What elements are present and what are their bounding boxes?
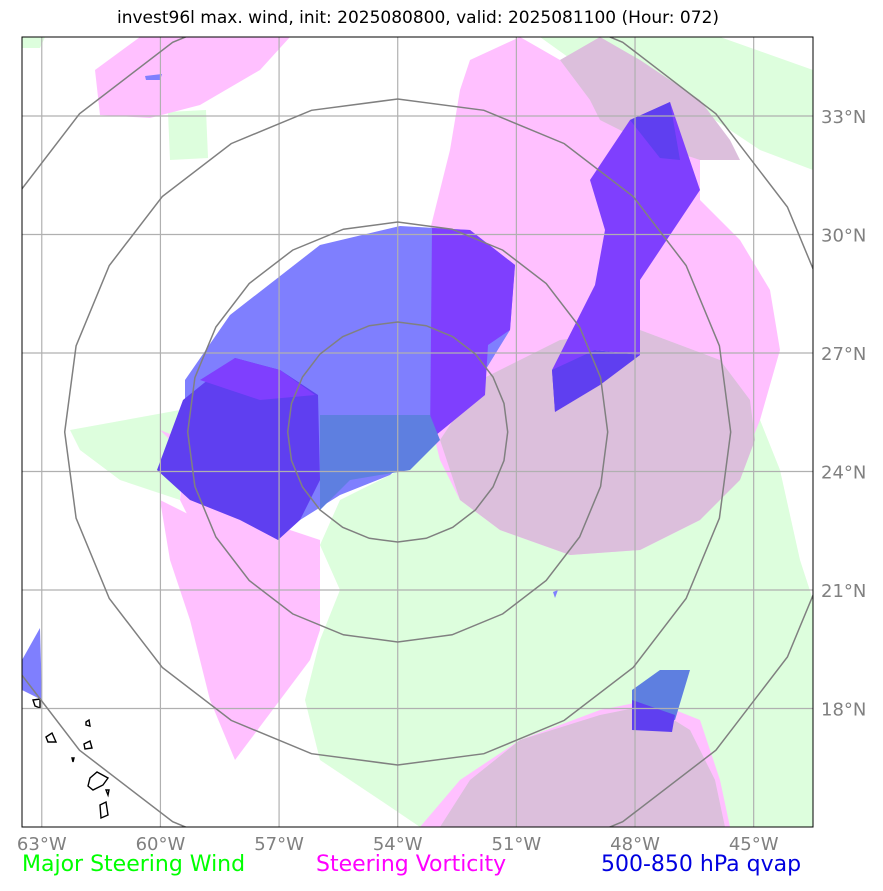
longitude-tick-label: 57°W — [254, 834, 304, 855]
range-ring — [286, 321, 509, 543]
map-frame — [21, 36, 814, 828]
longitude-tick-label: 63°W — [17, 834, 67, 855]
longitude-tick-labels: 63°W 60°W 57°W 54°W 51°W 48°W 45°W — [17, 834, 779, 855]
longitude-tick-label: 45°W — [729, 834, 779, 855]
map-layers — [22, 37, 813, 827]
longitude-tick-label: 51°W — [492, 834, 542, 855]
gridlines — [22, 37, 813, 827]
latitude-tick-label: 18°N — [821, 700, 866, 721]
latitude-tick-label: 21°N — [821, 581, 866, 602]
range-rings — [22, 37, 813, 827]
longitude-tick-label: 54°W — [373, 834, 423, 855]
latitude-tick-label: 30°N — [821, 226, 866, 247]
longitude-tick-label: 48°W — [610, 834, 660, 855]
latitude-tick-label: 27°N — [821, 344, 866, 365]
legend-steering-wind: Major Steering Wind — [22, 852, 246, 877]
range-ring — [186, 221, 609, 643]
latitude-tick-label: 24°N — [821, 463, 866, 484]
latitude-tick-labels: 33°N 30°N 27°N 24°N 21°N 18°N — [821, 107, 866, 721]
legend-qvap: 500-850 hPa qvap — [601, 852, 802, 877]
map-title: invest96l max. wind, init: 2025080800, v… — [116, 8, 720, 28]
range-ring — [63, 98, 732, 766]
longitude-tick-label: 60°W — [136, 834, 186, 855]
coastline-islands — [32, 698, 110, 820]
range-ring — [22, 37, 813, 827]
latitude-tick-label: 33°N — [821, 107, 866, 128]
legend-steering-vorticity: Steering Vorticity — [316, 852, 507, 877]
overlap-layer — [440, 37, 755, 827]
